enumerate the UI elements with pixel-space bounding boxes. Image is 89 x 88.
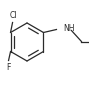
Text: F: F — [6, 62, 11, 72]
Text: NH: NH — [63, 24, 75, 33]
Text: Cl: Cl — [10, 12, 17, 21]
